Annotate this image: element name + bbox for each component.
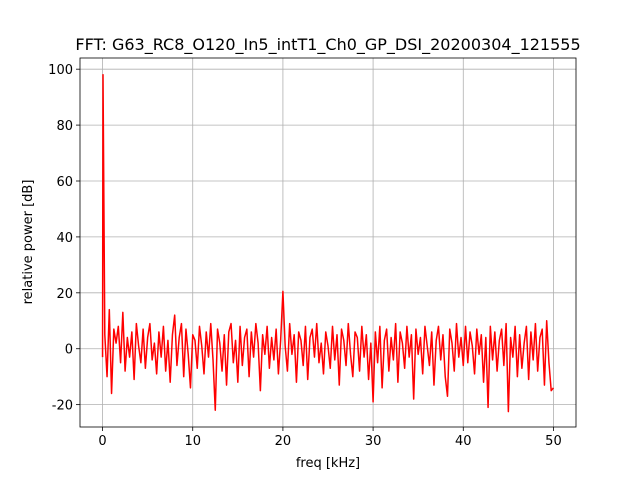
y-tick-label: 40 <box>56 231 73 246</box>
chart-title: FFT: G63_RC8_O120_In5_intT1_Ch0_GP_DSI_2… <box>75 35 580 55</box>
x-tick-label: 0 <box>98 434 106 449</box>
plot-frame <box>79 57 577 428</box>
x-tick-label: 40 <box>455 434 472 449</box>
y-tick-label: 80 <box>56 119 73 134</box>
y-tick-label: -20 <box>52 399 73 414</box>
y-axis-label: relative power [dB] <box>21 180 36 305</box>
y-tick-label: 60 <box>56 175 73 190</box>
data-line <box>101 74 555 413</box>
x-tick-label: 20 <box>275 434 292 449</box>
x-tick-label: 50 <box>545 434 562 449</box>
x-tick-label: 10 <box>184 434 201 449</box>
x-tick-label: 30 <box>365 434 382 449</box>
x-axis-label: freq [kHz] <box>296 456 360 471</box>
y-tick-label: 100 <box>48 63 73 78</box>
y-tick-label: 20 <box>56 287 73 302</box>
y-tick-label: 0 <box>65 343 73 358</box>
